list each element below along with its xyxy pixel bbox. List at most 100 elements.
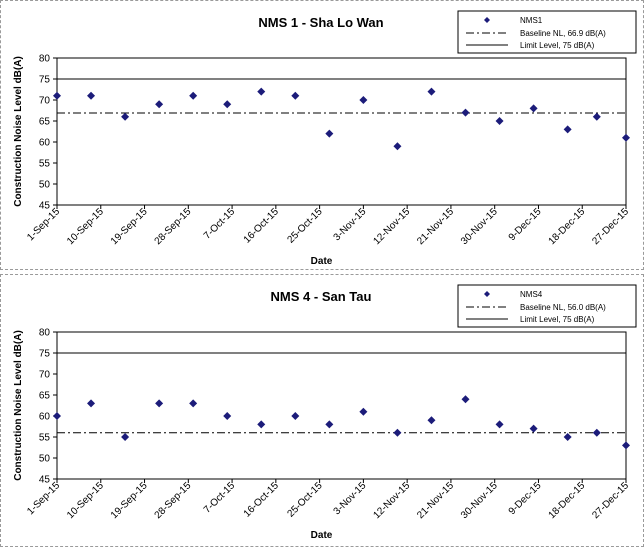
x-tick-label: 7-Oct-15 xyxy=(202,480,238,516)
chart-title: NMS 4 - San Tau xyxy=(271,289,372,304)
x-tick-label: 3-Nov-15 xyxy=(332,206,369,243)
x-tick-label: 18-Dec-15 xyxy=(547,480,588,521)
chart-panel-nms1: NMS 1 - Sha Lo Wan 45 50 55 60 65 70 75 80 1-Sep-… xyxy=(0,0,644,270)
y-tick-label: 65 xyxy=(39,391,51,402)
x-tick-label: 12-Nov-15 xyxy=(371,480,412,521)
legend-label-limit: Limit Level, 75 dB(A) xyxy=(520,315,595,324)
legend-marker xyxy=(484,291,490,297)
y-tick-label: 60 xyxy=(39,412,51,423)
legend-label-limit: Limit Level, 75 dB(A) xyxy=(520,41,595,50)
x-tick-label: 30-Nov-15 xyxy=(459,480,500,521)
x-tick-label: 7-Oct-15 xyxy=(202,206,238,242)
data-point-nms4 xyxy=(325,420,334,429)
y-axis-label: Construction Noise Level dB(A) xyxy=(13,56,24,207)
x-tick-label: 10-Sep-15 xyxy=(65,480,106,521)
data-point-nms4 xyxy=(427,416,436,425)
plot-area xyxy=(56,57,627,206)
data-point-nms1 xyxy=(325,129,334,138)
x-tick-label: 27-Dec-15 xyxy=(590,480,631,521)
chart-panel-nms4: NMS 4 - San Tau 45 50 55 60 65 70 75 80 1-Sep-15 1… xyxy=(0,274,644,547)
data-point-nms1 xyxy=(223,100,232,109)
y-tick-label: 80 xyxy=(39,54,51,65)
x-tick-label: 9-Dec-15 xyxy=(507,480,544,517)
legend-label-baseline: Baseline NL, 66.9 dB(A) xyxy=(520,29,606,38)
y-tick-label: 55 xyxy=(39,159,51,170)
data-point-nms1 xyxy=(53,91,61,100)
data-point-nms4 xyxy=(257,420,266,429)
x-tick-label: 21-Nov-15 xyxy=(415,206,456,247)
data-point-nms1 xyxy=(495,117,504,125)
y-tick-label: 70 xyxy=(39,96,51,107)
y-tick-label: 60 xyxy=(39,138,51,149)
x-tick-label: 18-Dec-15 xyxy=(547,206,588,247)
data-point-nms1 xyxy=(592,112,601,121)
x-axis-label: Date xyxy=(311,256,333,267)
x-tick-label: 27-Dec-15 xyxy=(590,206,631,247)
data-point-nms1 xyxy=(121,112,130,121)
x-tick-label: 25-Oct-15 xyxy=(286,206,326,246)
x-tick-label: 16-Oct-15 xyxy=(242,206,282,246)
x-tick-label: 19-Sep-15 xyxy=(109,206,150,247)
data-point-nms1 xyxy=(461,108,470,117)
data-point-nms1 xyxy=(291,91,300,100)
x-tick-label: 10-Sep-15 xyxy=(65,206,106,247)
data-point-nms4 xyxy=(121,433,130,441)
data-point-nms1 xyxy=(427,87,436,96)
x-tick-label: 21-Nov-15 xyxy=(415,480,456,521)
data-point-nms4 xyxy=(359,407,368,416)
x-tick-label: 3-Nov-15 xyxy=(332,480,369,517)
data-point-nms1 xyxy=(155,100,164,109)
x-tick-label: 16-Oct-15 xyxy=(242,480,282,520)
data-point-nms1 xyxy=(257,87,266,96)
y-tick-label: 50 xyxy=(39,180,51,191)
data-point-nms4 xyxy=(53,412,61,420)
data-point-nms1 xyxy=(563,125,572,134)
data-point-nms4 xyxy=(622,441,630,450)
data-point-nms4 xyxy=(291,412,300,420)
data-point-nms4 xyxy=(189,399,198,408)
data-point-nms4 xyxy=(155,399,164,408)
x-tick-label: 12-Nov-15 xyxy=(371,206,412,247)
data-point-nms4 xyxy=(223,412,232,420)
x-tick-label: 1-Sep-15 xyxy=(25,480,62,517)
data-point-nms4 xyxy=(87,399,96,408)
y-tick-label: 80 xyxy=(39,328,51,339)
x-axis-label: Date xyxy=(311,530,333,541)
data-point-nms4 xyxy=(393,428,402,437)
data-point-nms1 xyxy=(529,104,538,113)
data-point-nms4 xyxy=(563,433,572,441)
y-tick-label: 65 xyxy=(39,117,51,128)
data-point-nms4 xyxy=(529,424,538,433)
legend-label-series: NMS1 xyxy=(520,16,543,25)
x-tick-label: 28-Sep-15 xyxy=(153,206,194,247)
x-tick-label: 9-Dec-15 xyxy=(507,206,544,243)
data-point-nms4 xyxy=(495,420,504,429)
data-point-nms4 xyxy=(461,395,470,404)
data-point-nms1 xyxy=(359,96,368,104)
legend-marker xyxy=(484,17,490,23)
plot-area xyxy=(56,331,627,480)
y-tick-label: 70 xyxy=(39,370,51,381)
x-tick-label: 25-Oct-15 xyxy=(286,480,326,520)
y-tick-label: 75 xyxy=(39,349,51,360)
x-tick-label: 1-Sep-15 xyxy=(25,206,62,243)
data-point-nms1 xyxy=(87,91,96,100)
data-point-nms1 xyxy=(189,91,198,100)
legend-label-baseline: Baseline NL, 56.0 dB(A) xyxy=(520,303,606,312)
chart-nms1: NMS 1 - Sha Lo Wan 45 50 55 60 65 70 75 80 1-Sep-… xyxy=(13,10,637,267)
data-point-nms1 xyxy=(622,133,630,142)
y-axis-label: Construction Noise Level dB(A) xyxy=(13,330,24,481)
data-point-nms1 xyxy=(393,142,402,151)
y-tick-label: 45 xyxy=(39,475,51,486)
data-point-nms4 xyxy=(592,428,601,437)
y-tick-label: 50 xyxy=(39,454,51,465)
y-tick-label: 55 xyxy=(39,433,51,444)
y-tick-label: 45 xyxy=(39,201,51,212)
x-tick-label: 30-Nov-15 xyxy=(459,206,500,247)
x-tick-label: 28-Sep-15 xyxy=(153,480,194,521)
legend-label-series: NMS4 xyxy=(520,290,543,299)
y-tick-label: 75 xyxy=(39,75,51,86)
chart-title: NMS 1 - Sha Lo Wan xyxy=(258,15,383,30)
x-tick-label: 19-Sep-15 xyxy=(109,480,150,521)
